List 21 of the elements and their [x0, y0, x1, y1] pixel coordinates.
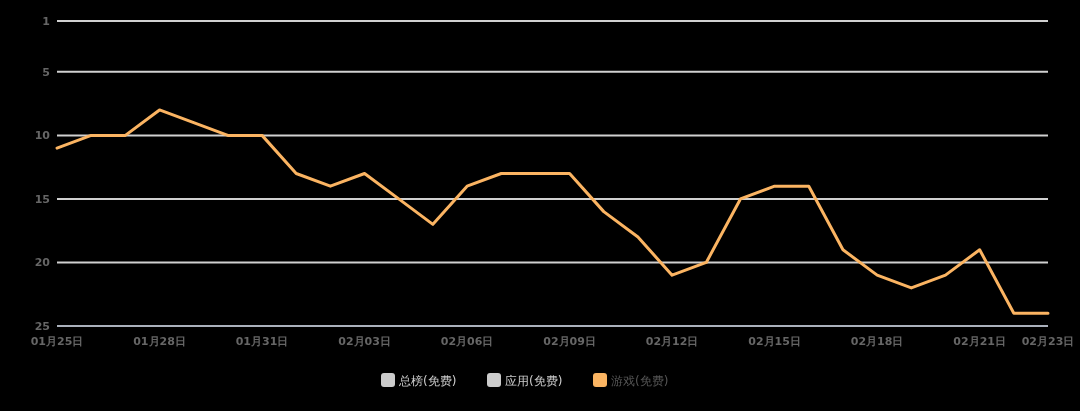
y-tick-label: 25 [34, 320, 50, 333]
x-tick-label: 02月18日 [850, 335, 904, 348]
x-tick-label: 02月23日 [1021, 335, 1075, 348]
x-tick-label: 02月15日 [748, 335, 801, 348]
y-tick-label: 10 [34, 129, 51, 143]
x-tick-label: 02月03日 [338, 335, 391, 348]
y-tick-label: 20 [34, 256, 51, 270]
x-tick-label: 01月31日 [235, 335, 289, 348]
line-series [55, 108, 1050, 315]
x-tick-label: 01月28日 [133, 335, 186, 348]
y-tick-label: 15 [34, 192, 50, 206]
x-tick-label: 02月09日 [543, 335, 596, 348]
x-tick-label: 02月06日 [440, 335, 494, 348]
x-tick-label: 01月25日 [30, 335, 84, 348]
x-tick-label: 02月21日 [953, 335, 1006, 348]
y-tick-label: 1 [42, 15, 50, 28]
legend-label: 游戏(免费) [611, 374, 669, 388]
y-tick-label: 5 [42, 65, 50, 79]
legend-label: 应用(免费) [505, 374, 563, 388]
x-tick-label: 02月12日 [645, 335, 699, 348]
legend-label: 总榜(免费) [398, 374, 457, 388]
